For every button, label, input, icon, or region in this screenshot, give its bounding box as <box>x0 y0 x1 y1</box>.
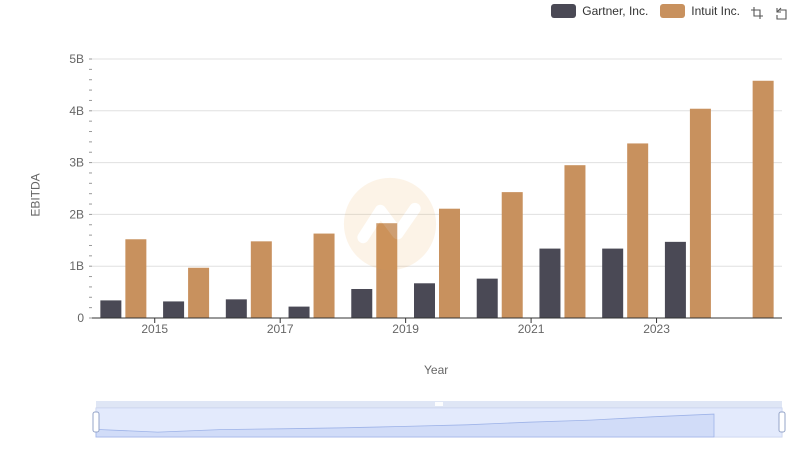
y-tick-label: 0 <box>77 311 84 325</box>
y-tick-label: 4B <box>69 104 84 118</box>
x-axis-title: Year <box>424 363 449 377</box>
y-tick-label: 3B <box>69 156 84 170</box>
bar-intuit-2017 <box>313 233 335 318</box>
data-zoom-right-handle[interactable] <box>778 411 786 433</box>
legend-label-intuit: Intuit Inc. <box>691 4 740 18</box>
bar-intuit-2014 <box>125 239 147 318</box>
bar-intuit-2020 <box>501 192 523 318</box>
y-minor-ticks <box>89 58 92 319</box>
data-zoom-slider[interactable] <box>92 401 786 438</box>
y-axis-title: EBITDA <box>28 173 43 217</box>
legend-label-gartner: Gartner, Inc. <box>582 4 649 18</box>
legend: Gartner, Inc. Intuit Inc. <box>551 4 740 18</box>
x-tick-label: 2023 <box>643 322 670 336</box>
bar-intuit-2022 <box>627 143 649 318</box>
bar-intuit-2018 <box>376 223 398 318</box>
legend-item-intuit[interactable]: Intuit Inc. <box>660 4 740 18</box>
bar-gartner-2021 <box>539 248 561 318</box>
legend-swatch-intuit <box>660 4 686 18</box>
bar-gartner-2020 <box>476 278 498 318</box>
x-tick-label: 2015 <box>141 322 168 336</box>
y-tick-label: 5B <box>69 52 84 66</box>
bar-gartner-2017 <box>288 306 310 318</box>
bar-intuit-2023 <box>689 108 711 318</box>
data-zoom-drag-grip[interactable] <box>435 402 443 406</box>
legend-swatch-gartner <box>551 4 577 18</box>
bars <box>100 80 774 318</box>
bar-intuit-2024 <box>752 80 774 318</box>
bar-gartner-2016 <box>225 299 247 318</box>
x-tick-label: 2019 <box>392 322 419 336</box>
data-zoom-left-handle[interactable] <box>92 411 100 433</box>
y-axis-ticks: 0 1B 2B 3B 4B 5B <box>69 52 84 325</box>
bar-intuit-2021 <box>564 165 586 318</box>
watermark-logo-icon <box>343 177 437 271</box>
legend-item-gartner[interactable]: Gartner, Inc. <box>551 4 648 18</box>
chart-toolbox <box>750 6 788 20</box>
bar-gartner-2018 <box>351 288 373 318</box>
zoom-select-icon[interactable] <box>750 6 764 20</box>
bar-intuit-2019 <box>439 208 460 318</box>
y-tick-label: 2B <box>69 207 84 221</box>
x-axis-ticks: 2015 2017 2019 2021 2023 <box>141 318 670 336</box>
restore-icon[interactable] <box>774 6 788 20</box>
x-tick-label: 2021 <box>518 322 545 336</box>
x-tick-label: 2017 <box>267 322 294 336</box>
bar-gartner-2014 <box>100 300 122 318</box>
bar-gartner-2019 <box>414 283 435 318</box>
bar-intuit-2016 <box>250 241 272 318</box>
y-tick-label: 1B <box>69 259 84 273</box>
bar-gartner-2023 <box>664 241 686 318</box>
data-zoom-preview-area <box>95 413 715 438</box>
bar-intuit-2015 <box>188 267 210 318</box>
bar-gartner-2022 <box>602 248 624 318</box>
bar-gartner-2015 <box>163 301 185 318</box>
